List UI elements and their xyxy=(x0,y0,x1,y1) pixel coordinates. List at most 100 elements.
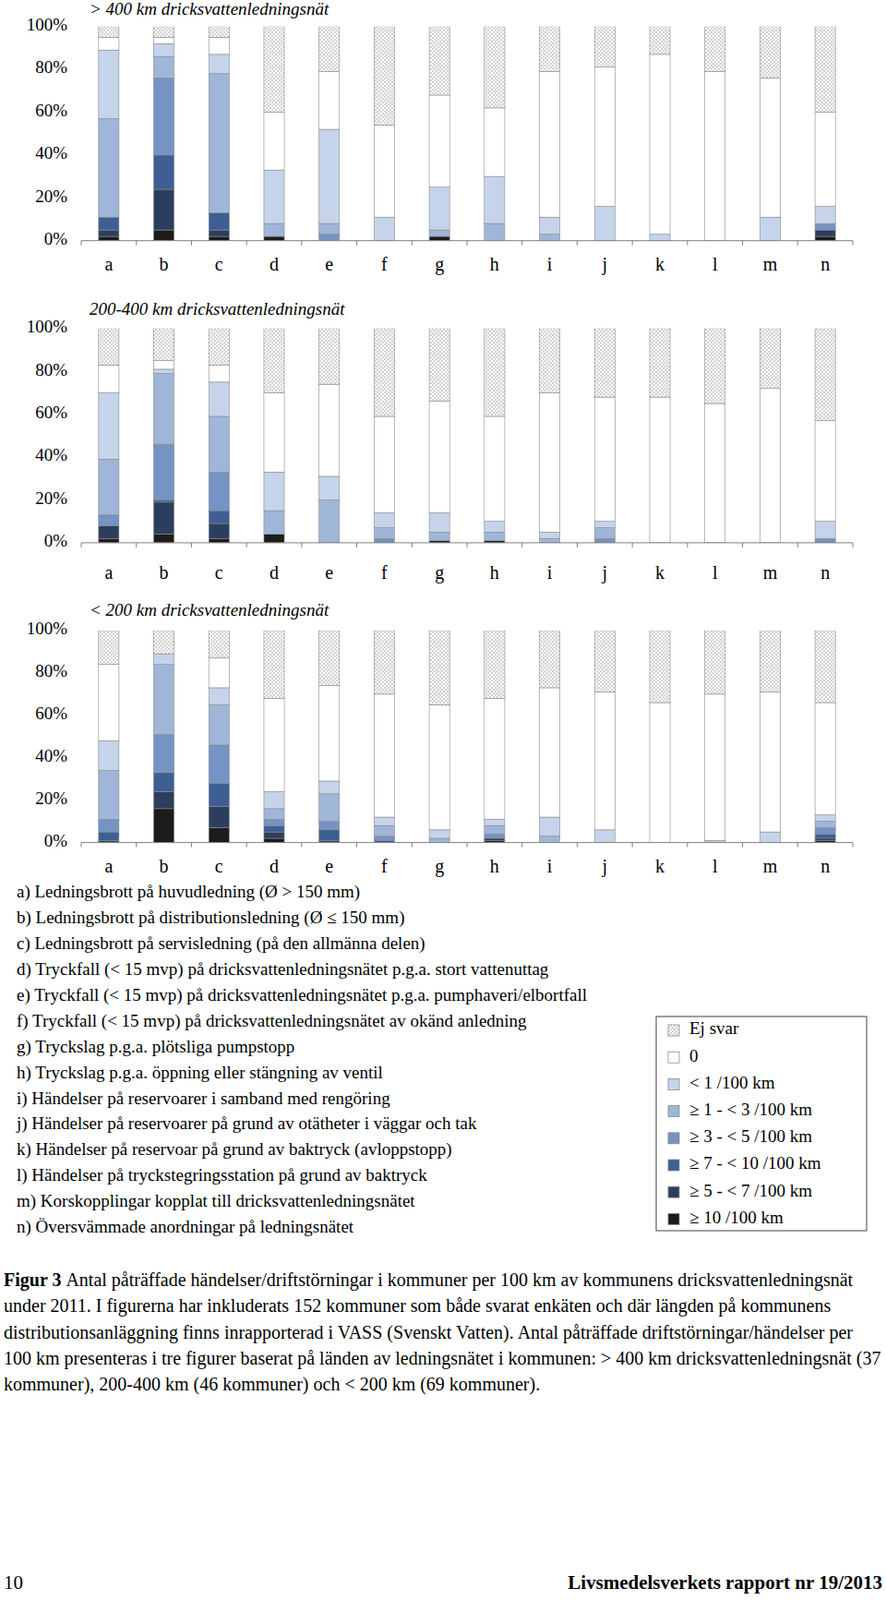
x-tick-label: e xyxy=(324,253,334,275)
bar-segment xyxy=(154,808,175,843)
x-tick xyxy=(852,240,854,246)
bar-segment xyxy=(98,630,120,665)
bar-segment: ≥ 3 - < 5 /100 km xyxy=(373,538,395,543)
bar-segment xyxy=(98,770,120,820)
bar-segment: 0 xyxy=(484,416,505,522)
bar-segment: ≥ 10 /100 km xyxy=(208,538,229,543)
x-tick xyxy=(521,542,523,548)
bar-segment: Ej svar xyxy=(759,26,780,79)
bar-segment xyxy=(429,829,450,839)
bar-segment xyxy=(594,630,615,693)
bar-segment: ≥ 7 - < 10 /100 km xyxy=(208,213,229,231)
bar-segment: Ej svar xyxy=(484,328,505,417)
bar-segment: 0 xyxy=(319,71,340,130)
bar-segment: ≥ 1 - < 3 /100 km xyxy=(484,531,505,540)
bar-segment: Ej svar xyxy=(759,328,780,389)
x-tick xyxy=(411,842,413,848)
bar-segment: < 1 /100 km xyxy=(373,512,395,527)
bar-segment: ≥ 10 /100 km xyxy=(98,538,120,543)
x-tick-label: k xyxy=(655,562,665,583)
bar-segment xyxy=(208,806,229,828)
x-tick xyxy=(632,542,634,548)
bar-segment: Ej svar xyxy=(594,328,615,397)
x-tick-label: j xyxy=(601,855,609,877)
bar-segment xyxy=(98,831,120,840)
legend-swatch xyxy=(668,1185,680,1198)
bar-segment: < 1 /100 km xyxy=(539,216,561,235)
legend-swatch xyxy=(668,1212,680,1224)
bar-segment xyxy=(814,814,836,822)
bar-segment: < 1 /100 km xyxy=(594,206,615,241)
bar-segment: ≥ 10 /100 km xyxy=(429,236,450,241)
bar-segment: ≥ 1 - < 3 /100 km xyxy=(263,510,285,535)
bar-segment: < 1 /100 km xyxy=(98,49,120,119)
x-tick xyxy=(576,542,578,548)
category-description: n) Översvämmade anordningar på ledningsn… xyxy=(16,1216,355,1237)
category-description: e) Tryckfall (< 15 mvp) på dricksvattenl… xyxy=(16,984,587,1006)
x-tick xyxy=(686,842,688,848)
bar-segment: ≥ 3 - < 5 /100 km xyxy=(154,443,175,500)
caption-label: Figur 3 xyxy=(3,1269,61,1290)
bar-segment xyxy=(263,831,285,839)
bar-segment: ≥ 5 - < 7 /100 km xyxy=(208,229,229,237)
x-tick-label: c xyxy=(215,562,224,583)
bar-segment xyxy=(705,694,726,840)
x-tick-label: g xyxy=(434,253,444,276)
y-tick-label: 0% xyxy=(44,530,69,551)
y-tick-label: 100% xyxy=(26,14,69,35)
bar-segment: 0 xyxy=(759,388,780,543)
x-tick xyxy=(246,542,248,548)
bar-segment xyxy=(154,630,175,654)
bar-segment xyxy=(484,630,505,699)
bar-segment xyxy=(263,818,285,826)
bar-segment xyxy=(484,697,505,819)
y-tick-label: 0% xyxy=(44,228,69,249)
legend-label: Ej svar xyxy=(689,1017,740,1038)
x-tick xyxy=(411,542,413,548)
bar-segment: 0 xyxy=(154,360,175,370)
bar-segment xyxy=(594,692,615,830)
x-tick-label: k xyxy=(655,253,665,275)
bar-segment: 0 xyxy=(705,71,726,240)
x-tick xyxy=(797,240,799,246)
bar-segment: ≥ 5 - < 7 /100 km xyxy=(98,525,120,539)
bar-segment xyxy=(154,664,175,735)
y-tick-label: 20% xyxy=(35,788,68,808)
bar-segment: < 1 /100 km xyxy=(208,382,229,417)
bar-segment xyxy=(814,702,836,815)
x-tick xyxy=(356,842,358,848)
bar-segment: 0 xyxy=(594,396,615,522)
bar-segment: 0 xyxy=(373,124,395,217)
bar-segment xyxy=(539,816,561,837)
chart: < 200 km dricksvattenledningsnät0%20%40%… xyxy=(26,599,853,876)
legend-swatch xyxy=(668,1077,680,1090)
bar-segment: ≥ 3 - < 5 /100 km xyxy=(98,514,120,527)
bar-segment xyxy=(98,818,120,832)
chart: > 400 km dricksvattenledningsnät0%20%40%… xyxy=(26,0,853,276)
bar-segment: ≥ 1 - < 3 /100 km xyxy=(429,531,450,540)
bar-segment: < 1 /100 km xyxy=(814,206,836,225)
x-tick xyxy=(742,842,743,848)
x-tick-label: i xyxy=(547,562,553,583)
bar-segment: Ej svar xyxy=(263,26,285,113)
bar-segment: Ej svar xyxy=(263,328,285,394)
category-description: k) Händelser på reservoar på grund av ba… xyxy=(16,1138,453,1160)
bar-segment: < 1 /100 km xyxy=(319,476,340,501)
x-tick-label: b xyxy=(159,562,169,583)
bar-segment xyxy=(814,838,836,840)
bar-segment: < 1 /100 km xyxy=(649,234,671,241)
category-description: d) Tryckfall (< 15 mvp) på dricksvattenl… xyxy=(16,958,550,980)
bar-segment: 0 xyxy=(814,420,836,522)
x-tick-label: e xyxy=(324,855,334,876)
bar-segment: ≥ 1 - < 3 /100 km xyxy=(484,223,505,241)
bar-segment xyxy=(319,829,340,840)
bar-segment: ≥ 7 - < 10 /100 km xyxy=(154,155,175,190)
bar-segment xyxy=(154,733,175,772)
bar-segment xyxy=(759,692,780,833)
y-tick-label: 100% xyxy=(26,618,69,638)
bar-segment: 0 xyxy=(539,71,561,217)
x-tick-label: d xyxy=(269,253,279,275)
x-tick xyxy=(632,240,634,246)
bars: ≥ 10 /100 km≥ 5 - < 7 /100 km≥ 7 - < 10 … xyxy=(98,26,836,241)
bar-segment: ≥ 1 - < 3 /100 km xyxy=(98,118,120,217)
